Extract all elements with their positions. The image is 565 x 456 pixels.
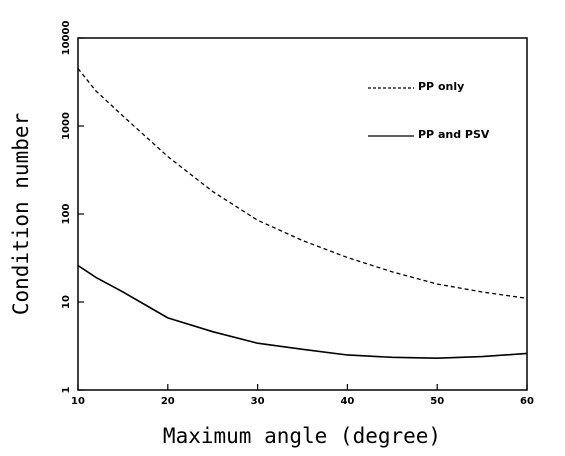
legend-label: PP and PSV (418, 128, 490, 141)
x-tick-label: 30 (251, 396, 265, 407)
series-line (77, 68, 528, 300)
y-tick-label: 1 (61, 386, 72, 393)
y-tick-label: 10000 (61, 21, 72, 56)
x-axis-label: Maximum angle (degree) (163, 424, 441, 448)
x-tick-label: 60 (520, 396, 534, 407)
y-axis-label: Condition number (9, 113, 33, 315)
series-line (77, 264, 528, 359)
x-tick-label: 40 (340, 396, 354, 407)
y-tick-label: 1000 (61, 112, 72, 140)
y-tick-label: 100 (61, 204, 72, 225)
x-tick-label: 50 (430, 396, 444, 407)
x-tick-label: 10 (71, 396, 85, 407)
legend-label: PP only (418, 80, 464, 93)
y-tick-label: 10 (61, 295, 72, 309)
x-tick-label: 20 (161, 396, 175, 407)
